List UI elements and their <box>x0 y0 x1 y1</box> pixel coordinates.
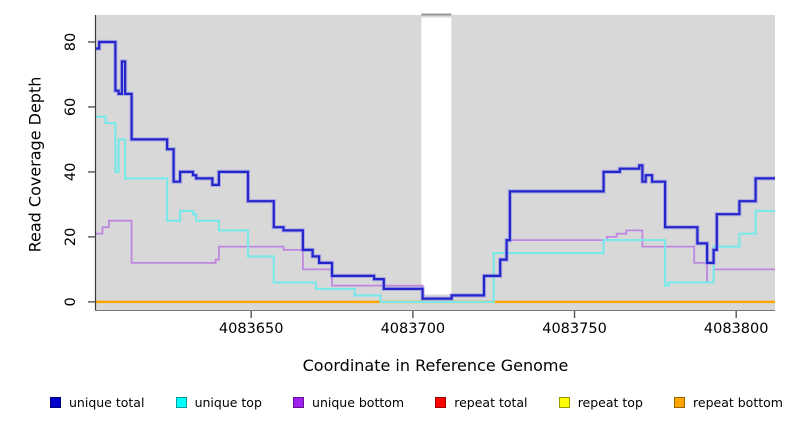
no-data-gap-band <box>421 17 452 295</box>
y-tick-label: 40 <box>63 163 79 181</box>
no-data-gap-top-edge <box>421 13 452 16</box>
legend-label: repeat total <box>454 395 528 410</box>
y-tick-label: 60 <box>63 98 79 116</box>
legend-swatch-repeat-top <box>558 397 570 408</box>
y-tick-label: 80 <box>63 33 79 51</box>
legend-swatch-unique-top <box>175 397 187 408</box>
x-tick-label: 4083650 <box>219 321 284 337</box>
legend-item-repeat-top: repeat top <box>558 395 643 410</box>
legend-item-repeat-bottom: repeat bottom <box>674 395 783 410</box>
legend-label: repeat bottom <box>693 395 783 410</box>
x-tick-label: 4083800 <box>704 321 769 337</box>
series-line-unique-top <box>96 115 775 303</box>
legend-item-repeat-total: repeat total <box>435 395 528 410</box>
series-line-unique-total <box>96 40 775 300</box>
y-tick-label: 20 <box>63 228 79 246</box>
y-tick-label: 0 <box>63 297 79 306</box>
legend-swatch-unique-bottom <box>293 397 305 408</box>
x-tick-label: 4083700 <box>381 321 446 337</box>
legend-label: unique top <box>194 395 262 410</box>
legend-label: unique total <box>69 395 145 410</box>
legend-item-unique-total: unique total <box>50 395 144 410</box>
legend-item-unique-top: unique top <box>175 395 262 410</box>
x-axis-title: Coordinate in Reference Genome <box>302 356 569 375</box>
legend-label: unique bottom <box>312 395 405 410</box>
x-tick-label: 4083750 <box>542 321 607 337</box>
legend-swatch-unique-total <box>50 397 61 408</box>
legend-swatch-repeat-bottom <box>674 397 686 408</box>
legend-label: repeat top <box>577 395 643 410</box>
legend: unique total unique top unique bottom repea… <box>50 395 783 410</box>
y-axis-title: Read Coverage Depth <box>25 76 45 253</box>
legend-swatch-repeat-total <box>435 397 447 408</box>
legend-item-unique-bottom: unique bottom <box>293 395 404 410</box>
